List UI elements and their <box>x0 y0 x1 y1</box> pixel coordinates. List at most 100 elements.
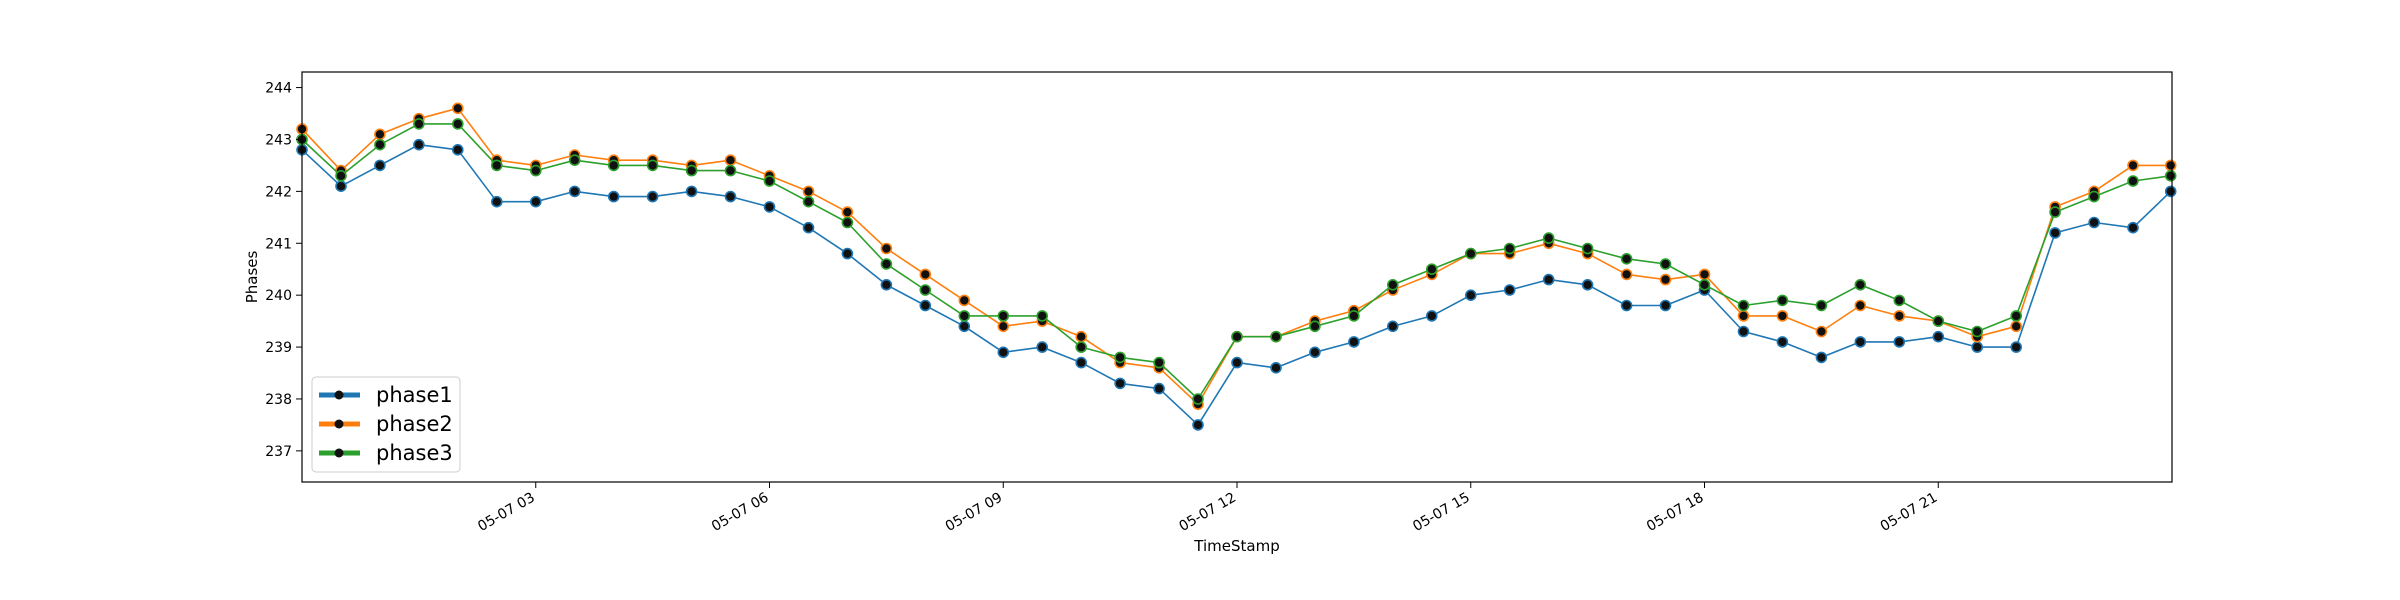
legend-label-phase1: phase1 <box>376 383 453 407</box>
data-point-phase1 <box>2010 341 2022 353</box>
data-point-phase2 <box>2010 320 2022 333</box>
data-point-phase1 <box>1075 356 1087 369</box>
data-point-phase1 <box>568 185 581 198</box>
data-point-phase2 <box>1776 310 1789 322</box>
y-axis: 237 238 239 240 241 242 243 244 <box>265 81 302 460</box>
data-point-phase2 <box>919 268 932 281</box>
data-point-phase1 <box>1387 320 1399 333</box>
data-point-phase2 <box>2127 159 2139 172</box>
data-point-phase2 <box>2164 159 2177 172</box>
data-point-phase3 <box>1270 330 1282 343</box>
data-point-phase1 <box>1659 299 1672 312</box>
data-point-phase3 <box>1114 351 1126 364</box>
x-tick-label: 05-07 09 <box>943 490 1006 535</box>
data-point-phase3 <box>646 159 659 172</box>
data-point-phase3 <box>1426 263 1438 276</box>
data-point-phase2 <box>1737 310 1750 322</box>
series-line-phase1 <box>301 143 2172 426</box>
data-point-phase1 <box>413 138 425 151</box>
data-point-phase3 <box>451 118 464 130</box>
legend-label-phase3: phase3 <box>376 441 453 465</box>
data-point-phase1 <box>335 180 347 192</box>
data-point-phase1 <box>1854 336 1867 348</box>
data-point-phase3 <box>1387 278 1399 291</box>
data-point-phase1 <box>763 201 776 213</box>
data-point-phase3 <box>880 258 893 270</box>
data-point-phase3 <box>763 175 776 187</box>
data-point-phase3 <box>1893 294 1906 307</box>
data-point-phase1 <box>1153 382 1165 395</box>
x-tick-label: 05-07 06 <box>709 490 772 535</box>
data-point-phase3 <box>1503 242 1516 255</box>
data-point-phase3 <box>529 164 542 177</box>
data-point-phase3 <box>1075 341 1087 353</box>
data-point-phase3 <box>1192 393 1204 405</box>
data-point-phase1 <box>880 278 893 291</box>
data-point-phase3 <box>1932 315 1945 327</box>
data-point-phase3 <box>919 284 932 296</box>
data-point-phase1 <box>1815 351 1828 364</box>
data-point-phase1 <box>1893 336 1906 348</box>
series-phase1 <box>296 138 2177 431</box>
x-tick-label: 05-07 18 <box>1644 490 1707 535</box>
data-point-phase3 <box>685 164 698 177</box>
y-tick-label: 239 <box>265 340 292 356</box>
data-point-phase3 <box>958 310 971 322</box>
data-point-phase1 <box>1776 336 1789 348</box>
x-axis: 05-07 03 05-07 06 05-07 09 05-07 12 05-07 15… <box>475 482 1940 535</box>
x-tick-label: 05-07 15 <box>1410 490 1473 535</box>
data-point-phase1 <box>1309 346 1321 359</box>
data-point-phase3 <box>568 154 581 166</box>
x-axis-label: TimeStamp <box>1193 537 1279 555</box>
data-point-phase1 <box>646 190 659 203</box>
legend: phase1 phase2 phase3 <box>311 376 461 473</box>
data-point-phase1 <box>802 221 815 234</box>
data-point-phase2 <box>1698 268 1711 281</box>
data-point-phase3 <box>607 159 620 172</box>
data-point-phase1 <box>1932 330 1945 343</box>
data-point-phase1 <box>919 299 932 312</box>
data-point-phase1 <box>997 346 1010 359</box>
data-point-phase1 <box>2088 216 2100 229</box>
legend-marker-phase2 <box>334 419 344 429</box>
data-point-phase3 <box>335 170 347 182</box>
data-point-phase1 <box>1542 273 1555 286</box>
data-point-phase1 <box>1231 356 1243 369</box>
x-tick-label: 05-07 12 <box>1176 490 1239 535</box>
data-point-phase3 <box>841 216 854 229</box>
data-point-phase2 <box>841 206 854 218</box>
legend-marker-phase1 <box>334 390 344 400</box>
data-point-phase1 <box>374 159 386 172</box>
data-point-phase3 <box>413 118 425 130</box>
data-point-phase1 <box>958 320 971 333</box>
y-axis-label: Phases <box>243 251 261 304</box>
data-point-phase1 <box>1036 341 1048 353</box>
data-point-phase3 <box>1737 299 1750 312</box>
y-tick-label: 244 <box>265 81 292 97</box>
data-point-phase3 <box>2127 175 2139 187</box>
y-tick-label: 241 <box>265 236 292 252</box>
data-point-phase3 <box>1776 294 1789 307</box>
data-point-phase1 <box>841 247 854 260</box>
x-tick-label: 05-07 21 <box>1878 490 1941 535</box>
data-point-phase3 <box>2088 190 2100 203</box>
data-point-phase1 <box>490 195 503 208</box>
plot-area-frame <box>301 71 2173 483</box>
data-point-phase3 <box>1231 330 1243 343</box>
data-point-phase1 <box>685 185 698 198</box>
data-point-phase3 <box>490 159 503 172</box>
data-point-phase3 <box>1854 278 1867 291</box>
legend-box <box>311 376 461 473</box>
data-point-phase1 <box>451 144 464 156</box>
data-point-phase3 <box>1542 232 1555 244</box>
data-point-phase3 <box>374 138 386 151</box>
data-point-phase2 <box>374 128 386 141</box>
data-point-phase1 <box>1737 325 1750 338</box>
y-tick-label: 238 <box>265 392 292 408</box>
data-point-phase1 <box>724 190 737 203</box>
data-point-phase2 <box>1620 268 1633 281</box>
data-point-phase1 <box>2164 185 2177 198</box>
data-point-phase3 <box>997 310 1010 322</box>
y-tick-label: 242 <box>265 184 292 200</box>
